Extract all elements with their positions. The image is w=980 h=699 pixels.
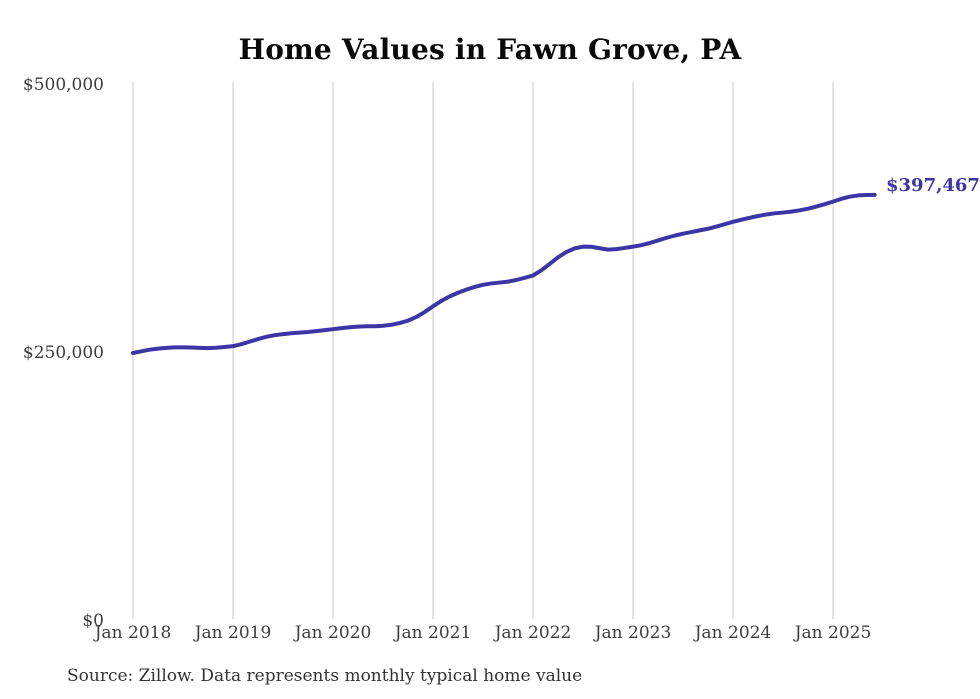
- x-axis-tick-label: Jan 2025: [794, 623, 872, 643]
- home-value-series-line: [131, 192, 877, 355]
- x-axis-tick-label: Jan 2020: [294, 623, 372, 643]
- x-axis-tick-label: Jan 2018: [94, 623, 172, 643]
- chart-title: Home Values in Fawn Grove, PA: [238, 33, 742, 66]
- x-axis-tick-label: Jan 2019: [194, 623, 272, 643]
- source-note: Source: Zillow. Data represents monthly …: [67, 666, 583, 686]
- latest-value-label: $397,467: [886, 175, 980, 196]
- y-axis-tick-label: $250,000: [22, 343, 104, 363]
- y-axis-tick-label: $0: [82, 611, 104, 631]
- x-axis-tick-label: Jan 2021: [394, 623, 472, 643]
- y-axis-tick-label: $500,000: [22, 75, 104, 95]
- x-axis-tick-label: Jan 2024: [694, 623, 772, 643]
- x-axis-tick-label: Jan 2023: [594, 623, 672, 643]
- x-axis-tick-label: Jan 2022: [494, 623, 572, 643]
